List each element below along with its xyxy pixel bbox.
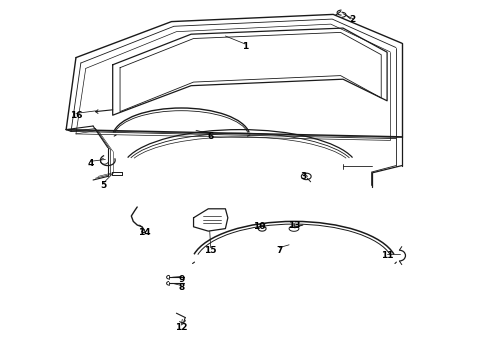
Text: 5: 5 [100, 181, 106, 190]
Text: 9: 9 [178, 274, 185, 284]
Text: 14: 14 [138, 228, 151, 237]
Text: 10: 10 [253, 222, 266, 231]
Text: 2: 2 [350, 15, 356, 24]
Text: 8: 8 [178, 284, 184, 292]
Text: 16: 16 [70, 111, 82, 120]
Text: 15: 15 [204, 246, 217, 255]
Text: 7: 7 [276, 246, 283, 255]
Text: 11: 11 [381, 251, 393, 260]
Text: 1: 1 [242, 42, 248, 51]
Text: 6: 6 [208, 132, 214, 141]
Text: 3: 3 [301, 172, 307, 181]
Text: 12: 12 [175, 323, 188, 332]
Text: 13: 13 [288, 220, 300, 230]
Text: 4: 4 [87, 159, 94, 168]
